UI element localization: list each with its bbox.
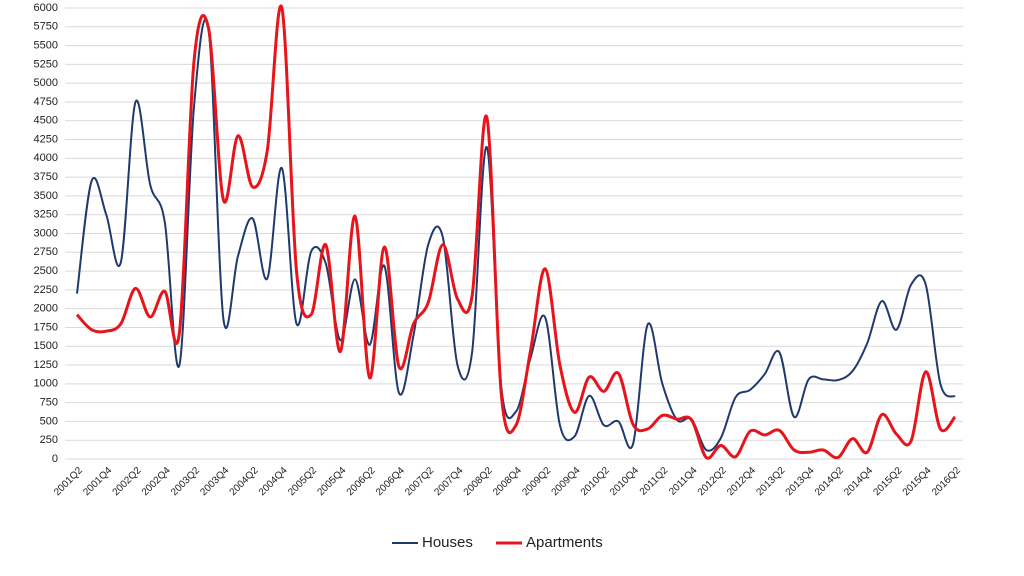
- y-tick-label: 6000: [34, 2, 58, 14]
- y-tick-label: 5750: [34, 21, 58, 33]
- y-tick-label: 4000: [34, 152, 58, 164]
- x-tick-label: 2001Q4: [81, 465, 114, 498]
- y-tick-label: 750: [40, 397, 58, 409]
- y-tick-label: 1500: [34, 340, 58, 352]
- x-tick-label: 2014Q2: [813, 465, 846, 498]
- x-tick-label: 2009Q4: [550, 465, 583, 498]
- y-tick-label: 3500: [34, 190, 58, 202]
- x-tick-label: 2009Q2: [520, 465, 553, 498]
- x-tick-label: 2012Q4: [725, 465, 758, 498]
- legend-label: Houses: [422, 534, 473, 551]
- x-tick-label: 2003Q4: [198, 465, 231, 498]
- x-tick-label: 2008Q2: [462, 465, 495, 498]
- x-tick-label: 2012Q2: [696, 465, 729, 498]
- y-tick-label: 4750: [34, 96, 58, 108]
- y-tick-label: 4500: [34, 115, 58, 127]
- series-line: [75, 4, 957, 460]
- y-tick-label: 5250: [34, 58, 58, 70]
- x-tick-label: 2011Q4: [667, 465, 700, 498]
- x-tick-label: 2004Q4: [257, 465, 290, 498]
- x-tick-label: 2007Q2: [403, 465, 436, 498]
- x-tick-label: 2002Q4: [140, 465, 173, 498]
- y-tick-label: 4250: [34, 133, 58, 145]
- y-tick-label: 0: [52, 453, 58, 465]
- x-tick-label: 2015Q2: [872, 465, 905, 498]
- x-tick-label: 2016Q2: [930, 465, 963, 498]
- x-tick-label: 2005Q2: [286, 465, 319, 498]
- x-tick-label: 2002Q2: [111, 465, 144, 498]
- y-tick-label: 1250: [34, 359, 58, 371]
- y-tick-label: 3000: [34, 227, 58, 239]
- y-tick-label: 2000: [34, 303, 58, 315]
- y-tick-label: 500: [40, 415, 58, 427]
- x-tick-label: 2001Q2: [52, 465, 85, 498]
- x-tick-label: 2006Q2: [345, 465, 378, 498]
- x-tick-label: 2014Q4: [842, 465, 875, 498]
- y-tick-label: 1750: [34, 321, 58, 333]
- y-tick-label: 250: [40, 434, 58, 446]
- y-tick-label: 5000: [34, 77, 58, 89]
- y-tick-label: 3250: [34, 209, 58, 221]
- x-tick-label: 2015Q4: [901, 465, 934, 498]
- x-tick-label: 2010Q4: [608, 465, 641, 498]
- x-tick-label: 2008Q4: [491, 465, 524, 498]
- y-tick-label: 5500: [34, 39, 58, 51]
- x-tick-label: 2013Q2: [754, 465, 787, 498]
- y-tick-label: 3750: [34, 171, 58, 183]
- x-tick-label: 2013Q4: [784, 465, 817, 498]
- x-tick-label: 2010Q2: [579, 465, 612, 498]
- x-tick-label: 2007Q4: [433, 465, 466, 498]
- x-tick-label: 2011Q2: [638, 465, 671, 498]
- series-line: [76, 18, 956, 452]
- x-tick-label: 2005Q4: [315, 465, 348, 498]
- x-tick-label: 2006Q4: [374, 465, 407, 498]
- x-tick-label: 2003Q2: [169, 465, 202, 498]
- y-tick-label: 2500: [34, 265, 58, 277]
- y-tick-label: 1000: [34, 378, 58, 390]
- y-tick-label: 2750: [34, 246, 58, 258]
- legend-label: Apartments: [526, 534, 603, 551]
- x-tick-label: 2004Q2: [228, 465, 261, 498]
- y-tick-label: 2250: [34, 284, 58, 296]
